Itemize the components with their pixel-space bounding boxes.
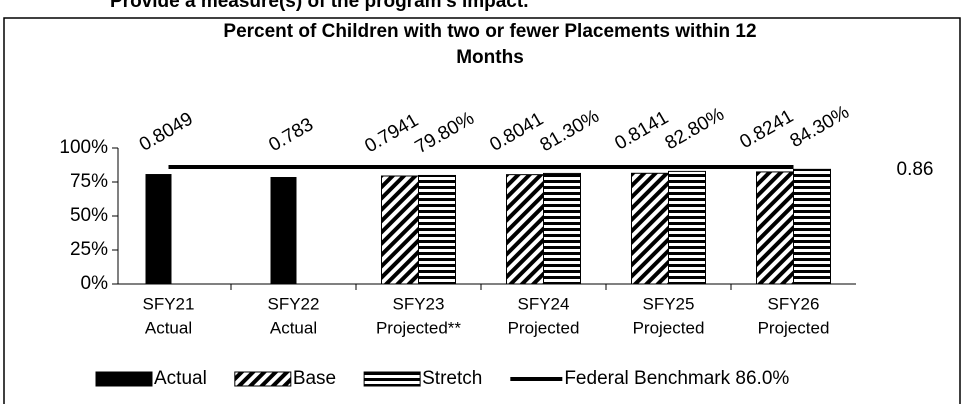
bar: [270, 177, 297, 285]
bar: [506, 174, 544, 285]
data-label: 79.80%: [412, 108, 478, 158]
x-tick-label: SFY23: [393, 294, 445, 313]
bar: [418, 174, 456, 285]
data-label: 81.30%: [537, 106, 603, 156]
bar: [543, 172, 581, 285]
x-tick-label: SFY24: [518, 294, 570, 313]
bar: [668, 170, 706, 285]
x-tick-label: Projected: [633, 318, 705, 337]
data-label: 0.8141: [611, 107, 672, 154]
data-label: 0.783: [265, 114, 317, 156]
legend-swatch: [363, 371, 421, 387]
data-label: 0.8241: [736, 106, 797, 153]
legend-swatch: [234, 371, 292, 387]
legend-swatch: [95, 371, 153, 387]
legend-label: Actual: [154, 368, 207, 389]
y-tick-label: 75%: [70, 171, 108, 192]
line-end-label: 0.86: [897, 159, 934, 180]
x-tick-label: Projected**: [376, 318, 461, 337]
data-label: 84.30%: [787, 102, 853, 152]
legend-label: Stretch: [422, 368, 482, 389]
x-tick-label: SFY21: [143, 294, 195, 313]
x-tick-label: SFY22: [268, 294, 320, 313]
legend-label: Base: [293, 368, 336, 389]
data-label: 0.8049: [136, 108, 197, 155]
x-tick-label: Actual: [270, 318, 317, 337]
bar: [145, 174, 172, 285]
bar: [381, 175, 419, 285]
data-label: 0.8041: [486, 109, 547, 156]
data-label: 82.80%: [662, 104, 728, 154]
y-tick-label: 0%: [81, 273, 109, 294]
bar: [793, 168, 831, 285]
y-tick-label: 50%: [70, 205, 108, 226]
x-tick-label: Projected: [508, 318, 580, 337]
bar: [756, 171, 794, 285]
bar: [631, 172, 669, 285]
x-tick-label: Actual: [145, 318, 192, 337]
x-tick-label: Projected: [758, 318, 830, 337]
chart-title: Months: [456, 47, 524, 68]
y-tick-label: 100%: [59, 137, 108, 158]
chart-title: Percent of Children with two or fewer Pl…: [223, 21, 756, 42]
legend-label: Federal Benchmark 86.0%: [564, 368, 789, 389]
data-label: 0.7941: [361, 110, 422, 157]
chart-frame: [3, 17, 961, 404]
y-tick-label: 25%: [70, 239, 108, 260]
page-heading: Provide a measure(s) of the program’s im…: [110, 0, 528, 12]
x-tick-label: SFY25: [643, 294, 695, 313]
x-tick-label: SFY26: [768, 294, 820, 313]
